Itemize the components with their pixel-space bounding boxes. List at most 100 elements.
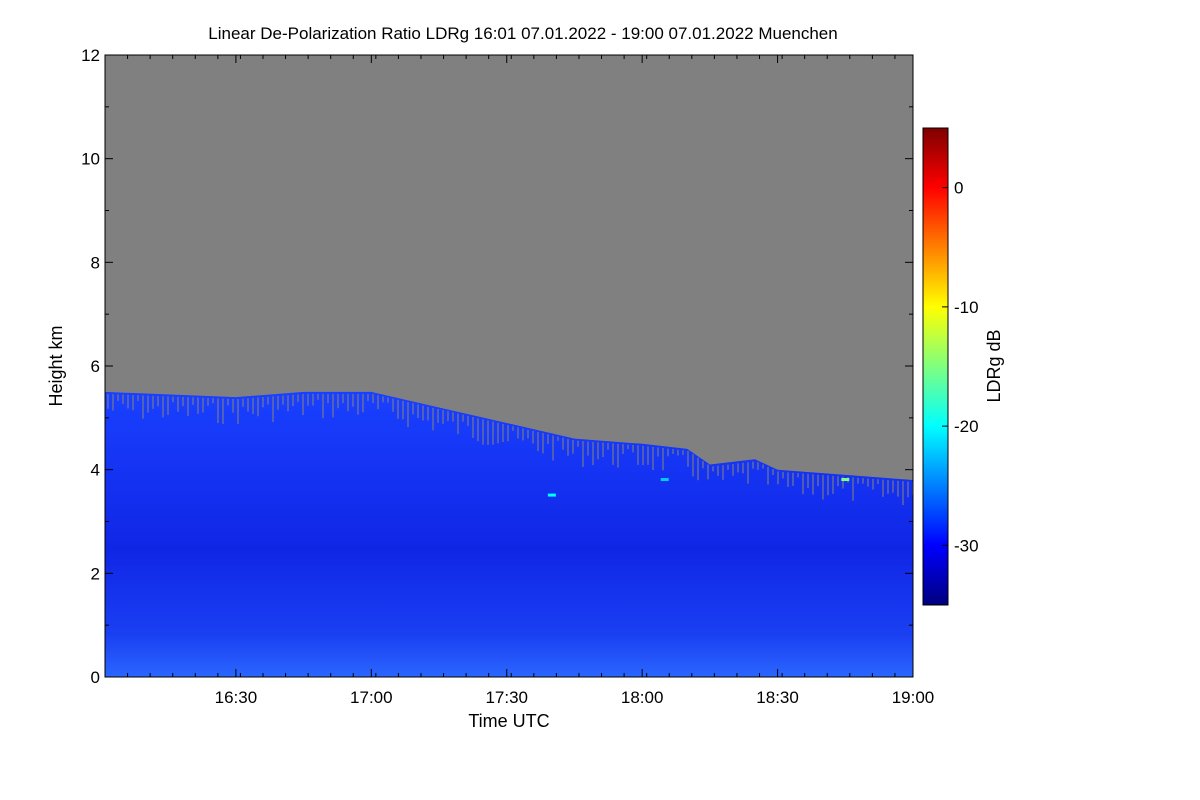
y-tick-label: 6	[91, 357, 100, 376]
texture-streak	[842, 476, 844, 489]
colorbar-tick-label: 0	[954, 179, 963, 198]
y-tick-label: 12	[81, 46, 100, 65]
texture-streak	[367, 393, 369, 401]
texture-streak	[197, 397, 199, 414]
texture-streak	[502, 423, 504, 443]
texture-streak	[237, 399, 239, 425]
texture-streak	[357, 393, 359, 415]
texture-streak	[462, 414, 464, 422]
texture-streak	[152, 395, 154, 409]
texture-streak	[452, 412, 454, 422]
texture-streak	[892, 480, 894, 493]
texture-streak	[542, 433, 544, 454]
texture-streak	[122, 394, 124, 404]
texture-streak	[417, 404, 419, 419]
texture-streak	[332, 393, 334, 418]
x-axis: 16:30 17:00 17:30 18:00 18:30 19:00	[104, 55, 935, 707]
texture-streak	[877, 479, 879, 484]
texture-streak	[192, 397, 194, 405]
texture-streak	[907, 481, 909, 498]
texture-streak	[432, 407, 434, 431]
texture-streak	[722, 465, 724, 480]
colorbar-tick-label: -30	[954, 536, 979, 555]
texture-streak	[252, 397, 254, 414]
texture-streak	[817, 474, 819, 487]
ldr-feature	[660, 478, 669, 482]
texture-streak	[562, 437, 564, 450]
texture-streak	[812, 474, 814, 495]
texture-streak	[787, 472, 789, 487]
texture-streak	[472, 417, 474, 438]
texture-streak	[607, 443, 609, 450]
texture-streak	[107, 393, 109, 409]
texture-streak	[792, 472, 794, 486]
texture-streak	[642, 445, 644, 466]
texture-streak	[857, 477, 859, 484]
y-tick-label: 8	[91, 253, 100, 272]
texture-streak	[442, 410, 444, 424]
texture-streak	[342, 393, 344, 404]
y-tick-label: 2	[91, 564, 100, 583]
texture-streak	[522, 428, 524, 441]
texture-streak	[327, 393, 329, 404]
colorbar-tick-label: -20	[954, 417, 979, 436]
texture-streak	[117, 394, 119, 401]
texture-streak	[592, 441, 594, 466]
texture-streak	[602, 442, 604, 457]
texture-streak	[887, 480, 889, 494]
texture-streak	[772, 469, 774, 476]
texture-streak	[492, 421, 494, 445]
texture-streak	[662, 448, 664, 471]
texture-streak	[482, 419, 484, 445]
texture-streak	[807, 473, 809, 488]
texture-streak	[397, 399, 399, 419]
texture-streak	[727, 464, 729, 470]
texture-streak	[272, 396, 274, 423]
texture-streak	[477, 418, 479, 442]
texture-streak	[652, 446, 654, 471]
texture-streak	[667, 448, 669, 457]
texture-streak	[292, 394, 294, 407]
texture-streak	[262, 397, 264, 408]
texture-streak	[632, 444, 634, 453]
texture-streak	[437, 408, 439, 423]
texture-streak	[537, 431, 539, 452]
texture-streak	[552, 435, 554, 461]
ldr-feature	[547, 493, 556, 497]
texture-streak	[347, 393, 349, 412]
x-tick-label: 16:30	[215, 688, 258, 707]
texture-streak	[762, 464, 764, 469]
texture-streak	[747, 462, 749, 484]
x-tick-label: 17:00	[350, 688, 393, 707]
texture-streak	[317, 393, 319, 400]
texture-streak	[517, 427, 519, 439]
texture-streak	[567, 438, 569, 456]
texture-streak	[177, 396, 179, 412]
texture-streak	[202, 397, 204, 413]
texture-streak	[637, 445, 639, 465]
x-tick-label: 19:00	[892, 688, 935, 707]
ldr-features	[547, 478, 850, 497]
x-axis-label: Time UTC	[468, 711, 549, 731]
texture-streak	[457, 413, 459, 434]
texture-streak	[132, 394, 134, 411]
texture-streak	[657, 447, 659, 457]
texture-streak	[427, 406, 429, 421]
texture-streak	[512, 426, 514, 431]
texture-streak	[157, 395, 159, 407]
texture-streak	[297, 394, 299, 402]
texture-streak	[777, 471, 779, 485]
texture-streak	[837, 476, 839, 487]
texture-streak	[282, 395, 284, 405]
texture-streak	[712, 466, 714, 472]
texture-streak	[627, 444, 629, 450]
texture-streak	[737, 463, 739, 473]
texture-streak	[257, 397, 259, 417]
texture-streak	[647, 446, 649, 465]
x-tick-label: 17:30	[485, 688, 528, 707]
x-tick-label: 18:00	[621, 688, 664, 707]
colorbar-axis: 0 -10 -20 -30	[942, 179, 979, 555]
texture-streak	[532, 430, 534, 444]
texture-streak	[447, 411, 449, 422]
